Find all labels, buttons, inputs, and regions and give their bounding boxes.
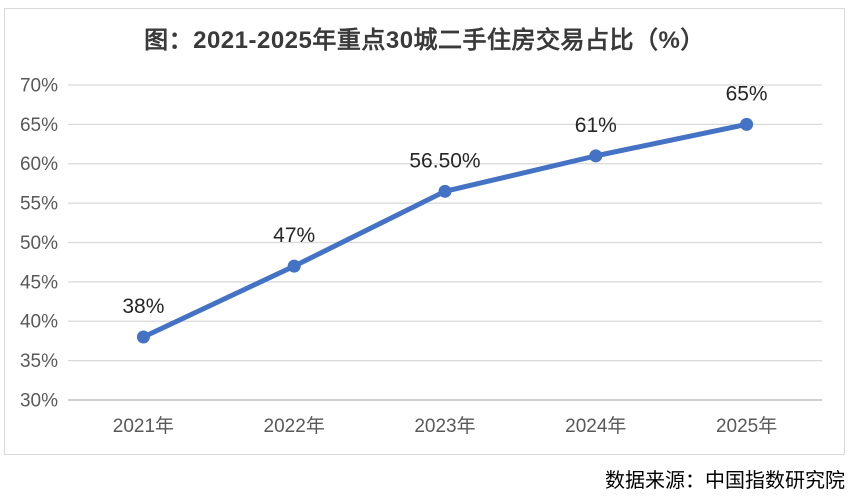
x-tick-label: 2023年 xyxy=(414,415,475,437)
y-tick-label: 60% xyxy=(20,154,58,175)
y-tick-label: 40% xyxy=(20,312,58,333)
data-point-marker xyxy=(589,149,603,163)
y-tick-label: 30% xyxy=(20,390,58,411)
y-tick-label: 35% xyxy=(20,351,58,372)
data-label: 56.50% xyxy=(409,149,480,172)
data-label: 47% xyxy=(273,224,315,247)
chart-frame xyxy=(4,8,845,455)
data-point-marker xyxy=(740,117,754,131)
x-tick-label: 2025年 xyxy=(716,415,777,437)
y-tick-label: 50% xyxy=(20,233,58,254)
data-label: 38% xyxy=(122,295,164,318)
data-point-marker xyxy=(136,330,150,344)
y-tick-label: 55% xyxy=(20,194,58,215)
chart-title: 图：2021-2025年重点30城二手住房交易占比（%） xyxy=(144,27,705,54)
x-tick-label: 2021年 xyxy=(113,415,174,437)
y-tick-label: 65% xyxy=(20,115,58,136)
y-tick-label: 70% xyxy=(20,75,58,96)
x-tick-label: 2024年 xyxy=(565,415,626,437)
data-source-caption: 数据来源：中国指数研究院 xyxy=(605,470,845,492)
line-chart-plot: 30% 35% 40% 45% 50% 55% 60% 65% 70% 2021年 2022年 202… xyxy=(20,75,822,437)
data-point-marker xyxy=(287,259,301,273)
x-tick-label: 2022年 xyxy=(264,415,325,437)
data-point-marker xyxy=(438,184,452,198)
data-label: 65% xyxy=(726,82,768,105)
y-tick-label: 45% xyxy=(20,272,58,293)
data-label: 61% xyxy=(575,114,617,137)
